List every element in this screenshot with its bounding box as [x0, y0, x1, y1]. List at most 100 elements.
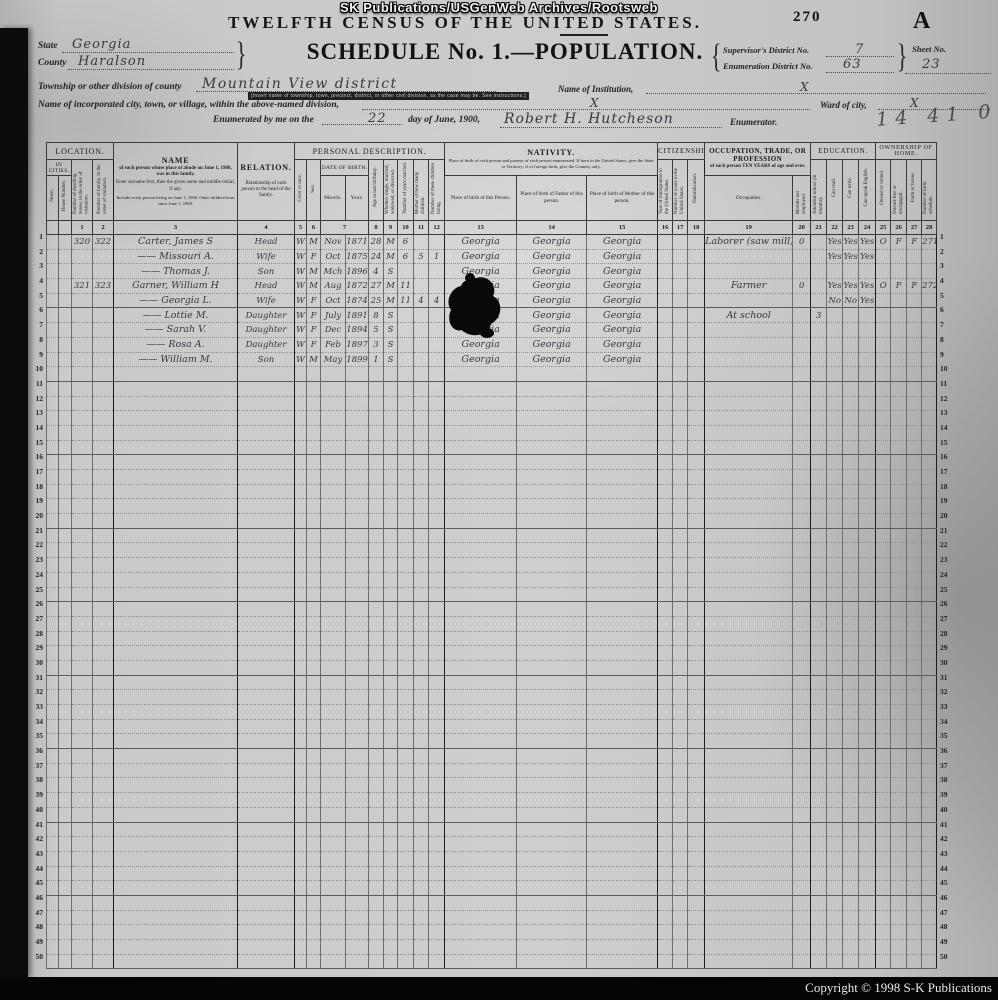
cell [687, 924, 705, 940]
cell [687, 880, 705, 896]
cell [237, 587, 295, 603]
cell [294, 528, 307, 544]
cell [46, 454, 59, 470]
cell [91, 748, 114, 764]
cell [46, 675, 59, 691]
cell [444, 587, 517, 603]
row-number: 3 [39, 261, 43, 271]
handwritten-entry: W [296, 354, 305, 365]
cell [906, 645, 922, 661]
handwritten-entry: M [386, 252, 395, 263]
cell [58, 528, 72, 544]
institution-line [646, 93, 986, 94]
cell [113, 807, 238, 823]
cell [237, 469, 295, 485]
cell [906, 542, 922, 559]
cell [858, 777, 876, 794]
cell [890, 366, 907, 382]
cell: Yes [826, 249, 843, 265]
handwritten-entry: 0 [798, 281, 805, 292]
cell [672, 601, 688, 617]
cell [71, 704, 93, 720]
cell [875, 249, 891, 265]
cell [858, 410, 876, 426]
cell [792, 249, 811, 265]
cell [906, 513, 922, 529]
cell: Wife [237, 293, 295, 309]
column-number: 5 [294, 220, 308, 235]
cell [810, 469, 827, 485]
column-number: 12 [428, 220, 446, 235]
cell [875, 689, 891, 705]
cell [516, 557, 587, 573]
supervisor-value: 7 [855, 42, 865, 57]
cell [91, 484, 114, 500]
cell [397, 425, 414, 441]
cell [906, 587, 922, 603]
cell [91, 587, 114, 603]
cell [320, 631, 346, 647]
cell [306, 557, 321, 573]
cell [672, 249, 688, 265]
cell [657, 836, 673, 852]
cell [810, 557, 827, 573]
cell: Son [237, 263, 295, 280]
cell [586, 733, 658, 750]
cell [306, 822, 321, 838]
cell [113, 866, 238, 882]
cell: Georgia [516, 322, 587, 338]
cell [792, 631, 811, 647]
cell [397, 528, 414, 544]
cell [792, 263, 811, 280]
row-number: 24 [940, 569, 948, 579]
cell [792, 895, 811, 911]
handwritten-entry: Son [257, 266, 275, 277]
cell [906, 293, 922, 309]
name-column-header: NAME of each person whose place of abode… [113, 142, 239, 221]
cell [413, 704, 429, 720]
cell [704, 616, 793, 632]
cell [792, 836, 811, 852]
cell [906, 763, 922, 779]
cell [890, 249, 907, 265]
cell [657, 866, 673, 882]
cell [91, 454, 114, 470]
cell [237, 895, 295, 911]
cell [46, 910, 59, 926]
cell [91, 513, 114, 529]
cell [687, 910, 705, 926]
cell [826, 763, 843, 779]
row-number: 27 [940, 613, 948, 623]
cell [444, 954, 517, 970]
cell [842, 484, 859, 500]
cell [810, 396, 827, 412]
handwritten-entry: Wife [256, 252, 276, 263]
cell [413, 616, 429, 632]
cell [397, 410, 414, 426]
cell [826, 454, 843, 470]
cell [890, 337, 907, 353]
enumeration-value: 63 [843, 57, 862, 72]
row-number: 11 [35, 378, 43, 388]
handwritten-entry: 272 [922, 281, 937, 292]
cell [687, 498, 705, 515]
cell [672, 733, 688, 750]
cell [368, 542, 384, 559]
cell [113, 440, 238, 456]
cell [810, 807, 827, 823]
handwritten-entry: M [386, 237, 395, 248]
supervisor-line [826, 56, 894, 57]
table-row [46, 587, 937, 603]
cell [368, 733, 384, 750]
cell [826, 352, 843, 368]
cell [444, 777, 517, 794]
handwritten-entry: Georgia [603, 265, 642, 277]
cell [842, 777, 859, 794]
cell [657, 660, 673, 676]
cell [858, 954, 876, 970]
handwritten-entry: Georgia [603, 324, 642, 336]
cell [306, 366, 321, 382]
cell: Garner, William H [113, 278, 238, 294]
cell [71, 939, 93, 955]
row-number: 33 [940, 702, 948, 711]
